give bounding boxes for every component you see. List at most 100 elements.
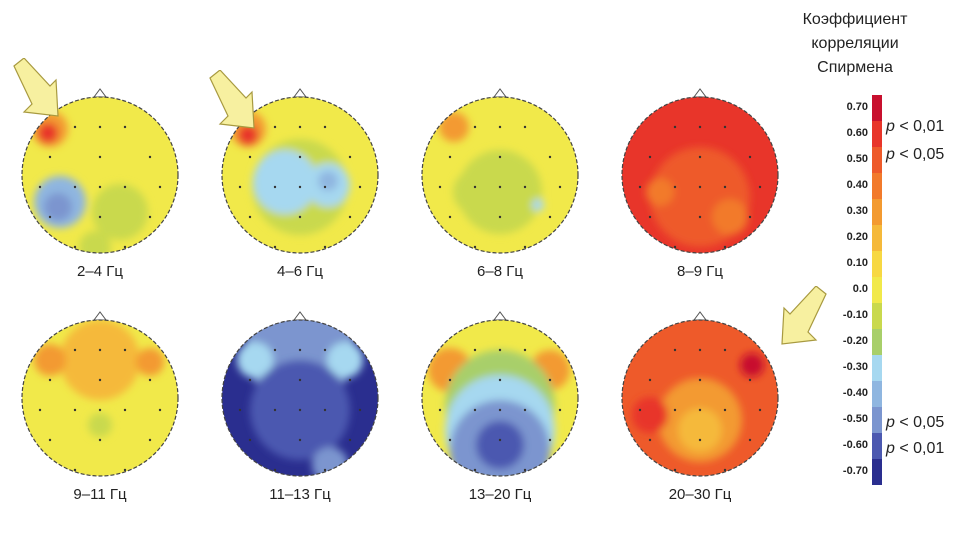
electrode-dot: [298, 378, 302, 382]
electrode-dot: [723, 125, 727, 129]
electrode-dot: [158, 185, 162, 189]
colorbar-tick-label: -0.60: [842, 439, 868, 451]
electrode-dot: [273, 348, 277, 352]
correlation-region: [632, 397, 668, 433]
highlight-arrow-icon: [13, 58, 59, 117]
electrode-dot: [498, 185, 502, 189]
electrode-dot: [323, 468, 327, 472]
electrode-dot: [498, 125, 502, 129]
topomap: [20, 306, 180, 486]
correlation-region: [327, 342, 363, 378]
topomap: [420, 83, 580, 263]
electrode-dot: [748, 378, 752, 382]
colorbar-segment: [872, 407, 882, 434]
electrode-dot: [523, 125, 527, 129]
electrode-dot: [523, 468, 527, 472]
electrode-dot: [723, 245, 727, 249]
correlation-region: [532, 199, 544, 211]
electrode-dot: [298, 185, 302, 189]
electrode-dot: [548, 438, 552, 442]
correlation-region: [712, 199, 748, 235]
frequency-band-label: 4–6 Гц: [277, 263, 323, 280]
electrode-dot: [638, 185, 642, 189]
p-symbol: p: [886, 440, 895, 457]
electrode-dot: [48, 155, 52, 159]
colorbar-tick-label: -0.70: [842, 465, 868, 477]
head-outline: [21, 319, 179, 477]
correlation-region: [136, 348, 164, 376]
nose-marker: [293, 311, 307, 321]
electrode-dot: [698, 185, 702, 189]
electrode-dot: [98, 155, 102, 159]
electrode-dot: [348, 155, 352, 159]
electrode-dot: [698, 438, 702, 442]
colorbar-tick-label: 0.70: [846, 101, 868, 113]
electrode-dot: [348, 215, 352, 219]
electrode-dot: [323, 348, 327, 352]
frequency-band-label: 13–20 Гц: [468, 486, 532, 503]
electrode-dot: [123, 468, 127, 472]
colorbar-tick-label: 0.0: [852, 283, 868, 295]
correlation-region: [60, 320, 140, 400]
electrode-dot: [673, 468, 677, 472]
colorbar-title-line: Спирмена: [817, 59, 893, 76]
electrode-dot: [673, 408, 677, 412]
electrode-dot: [638, 408, 642, 412]
topomap: [420, 306, 580, 486]
electrode-dot: [348, 378, 352, 382]
electrode-dot: [698, 348, 702, 352]
electrode-dot: [123, 245, 127, 249]
electrode-dot: [548, 155, 552, 159]
colorbar-tick-label: -0.30: [842, 361, 868, 373]
electrode-dot: [73, 125, 77, 129]
frequency-band-label: 2–4 Гц: [77, 263, 123, 280]
electrode-dot: [548, 215, 552, 219]
electrode-dot: [723, 408, 727, 412]
electrode-dot: [498, 215, 502, 219]
electrode-dot: [698, 155, 702, 159]
electrode-dot: [48, 438, 52, 442]
topomap: [620, 83, 780, 263]
colorbar-segment: [872, 251, 882, 278]
electrode-dot: [273, 468, 277, 472]
correlation-region: [237, 342, 273, 378]
correlation-region: [253, 150, 317, 214]
electrode-dot: [298, 125, 302, 129]
nose-marker: [493, 88, 507, 98]
highlight-arrow-icon: [781, 286, 827, 345]
electrode-dot: [158, 408, 162, 412]
electrode-dot: [248, 438, 252, 442]
electrode-dot: [558, 408, 562, 412]
electrode-dot: [498, 438, 502, 442]
electrode-dot: [148, 438, 152, 442]
electrode-dot: [748, 155, 752, 159]
electrode-dot: [248, 215, 252, 219]
electrode-dot: [498, 155, 502, 159]
electrode-dot: [98, 348, 102, 352]
electrode-dot: [358, 185, 362, 189]
electrode-dot: [38, 185, 42, 189]
nose-marker: [493, 311, 507, 321]
electrode-dot: [323, 245, 327, 249]
electrode-dot: [248, 378, 252, 382]
electrode-dot: [348, 438, 352, 442]
electrode-dot: [673, 125, 677, 129]
electrode-dot: [448, 215, 452, 219]
electrode-dot: [123, 125, 127, 129]
electrode-dot: [238, 185, 242, 189]
topomap: [220, 83, 380, 263]
topomap: [220, 306, 380, 486]
frequency-band-label: 8–9 Гц: [677, 263, 723, 280]
head-outline: [221, 96, 379, 254]
electrode-dot: [73, 468, 77, 472]
correlation-region: [88, 413, 112, 437]
frequency-band-label: 11–13 Гц: [269, 486, 331, 503]
electrode-dot: [748, 438, 752, 442]
p-symbol: p: [886, 146, 895, 163]
electrode-dot: [98, 215, 102, 219]
head-outline: [421, 96, 579, 254]
electrode-dot: [98, 125, 102, 129]
head-outline: [621, 319, 779, 477]
electrode-dot: [48, 378, 52, 382]
